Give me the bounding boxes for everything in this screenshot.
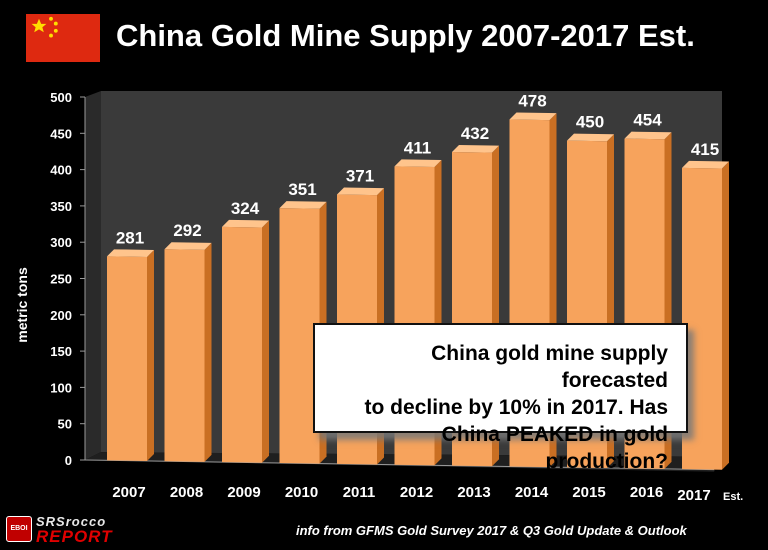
bar-side — [262, 220, 269, 463]
bar-top — [337, 187, 384, 196]
y-tick-label: 200 — [50, 308, 72, 323]
y-tick-label: 250 — [50, 272, 72, 287]
data-label: 371 — [346, 167, 374, 186]
x-tick-label: 2007 — [112, 484, 145, 501]
bar-top — [222, 219, 269, 228]
data-label: 478 — [518, 91, 546, 110]
data-label: 415 — [691, 140, 719, 159]
bar — [164, 249, 205, 462]
data-label: 411 — [404, 138, 431, 157]
x-tick-label: 2013 — [457, 484, 490, 501]
annotation-callout: China gold mine supply forecasted to dec… — [313, 323, 688, 473]
data-label: 450 — [576, 113, 604, 132]
bar-top — [567, 133, 614, 142]
bar — [682, 167, 722, 470]
plot-side-wall — [85, 91, 101, 460]
bar-top — [509, 112, 557, 121]
annotation-line-3: China PEAKED in gold production? — [441, 423, 668, 473]
x-tick-label: 2010 — [285, 484, 318, 501]
china-flag-icon — [26, 14, 100, 62]
y-tick-label: 50 — [58, 417, 72, 432]
y-tick-label: 450 — [50, 126, 72, 141]
y-tick-label: 300 — [50, 235, 72, 250]
bar — [107, 256, 147, 461]
x-tick-label-suffix: Est. — [723, 491, 743, 503]
bar-side — [204, 242, 212, 462]
annotation-line-1: China gold mine supply forecasted — [431, 342, 668, 392]
bar — [279, 208, 320, 464]
bar-top — [624, 131, 672, 140]
y-tick-label: 0 — [65, 453, 72, 468]
bar-top — [164, 242, 212, 250]
srsrocco-logo: EBOI SRSrocco REPORT — [6, 514, 136, 546]
x-tick-label: 2016 — [630, 484, 663, 501]
data-label: 454 — [633, 111, 662, 130]
bar-top — [279, 201, 327, 209]
x-tick-label: 2017 — [677, 487, 710, 504]
data-label: 351 — [288, 180, 316, 199]
y-tick-label: 150 — [50, 344, 72, 359]
y-axis-label: metric tons — [4, 240, 40, 370]
bar-top — [682, 160, 729, 169]
y-tick-label: 500 — [50, 90, 72, 105]
page-title: China Gold Mine Supply 2007-2017 Est. — [116, 18, 695, 53]
data-label: 292 — [173, 221, 201, 240]
bar — [222, 226, 262, 463]
bar-side — [722, 161, 729, 470]
x-tick-label: 2008 — [170, 484, 203, 501]
annotation-line-2: to decline by 10% in 2017. Has — [364, 396, 668, 419]
y-tick-label: 350 — [50, 199, 72, 214]
logo-text-bottom: REPORT — [36, 527, 113, 546]
x-tick-label: 2015 — [572, 484, 605, 501]
data-label: 281 — [116, 228, 144, 247]
x-tick-label: 2012 — [400, 484, 433, 501]
logo-badge: EBOI — [6, 516, 32, 542]
y-axis-label-text: metric tons — [14, 267, 30, 343]
logo-text-top: SRSrocco — [36, 514, 107, 529]
y-tick-label: 100 — [50, 380, 72, 395]
data-label: 324 — [231, 199, 260, 218]
source-note: info from GFMS Gold Survey 2017 & Q3 Gol… — [296, 523, 687, 538]
data-label: 432 — [461, 124, 489, 143]
y-tick-label: 400 — [50, 163, 72, 178]
x-tick-label: 2009 — [227, 484, 260, 501]
x-tick-label: 2011 — [343, 484, 376, 501]
bar-top — [107, 249, 154, 257]
bar-top — [452, 144, 499, 153]
bar-top — [394, 159, 442, 167]
bar-side — [147, 249, 154, 461]
x-tick-label: 2014 — [515, 484, 549, 501]
